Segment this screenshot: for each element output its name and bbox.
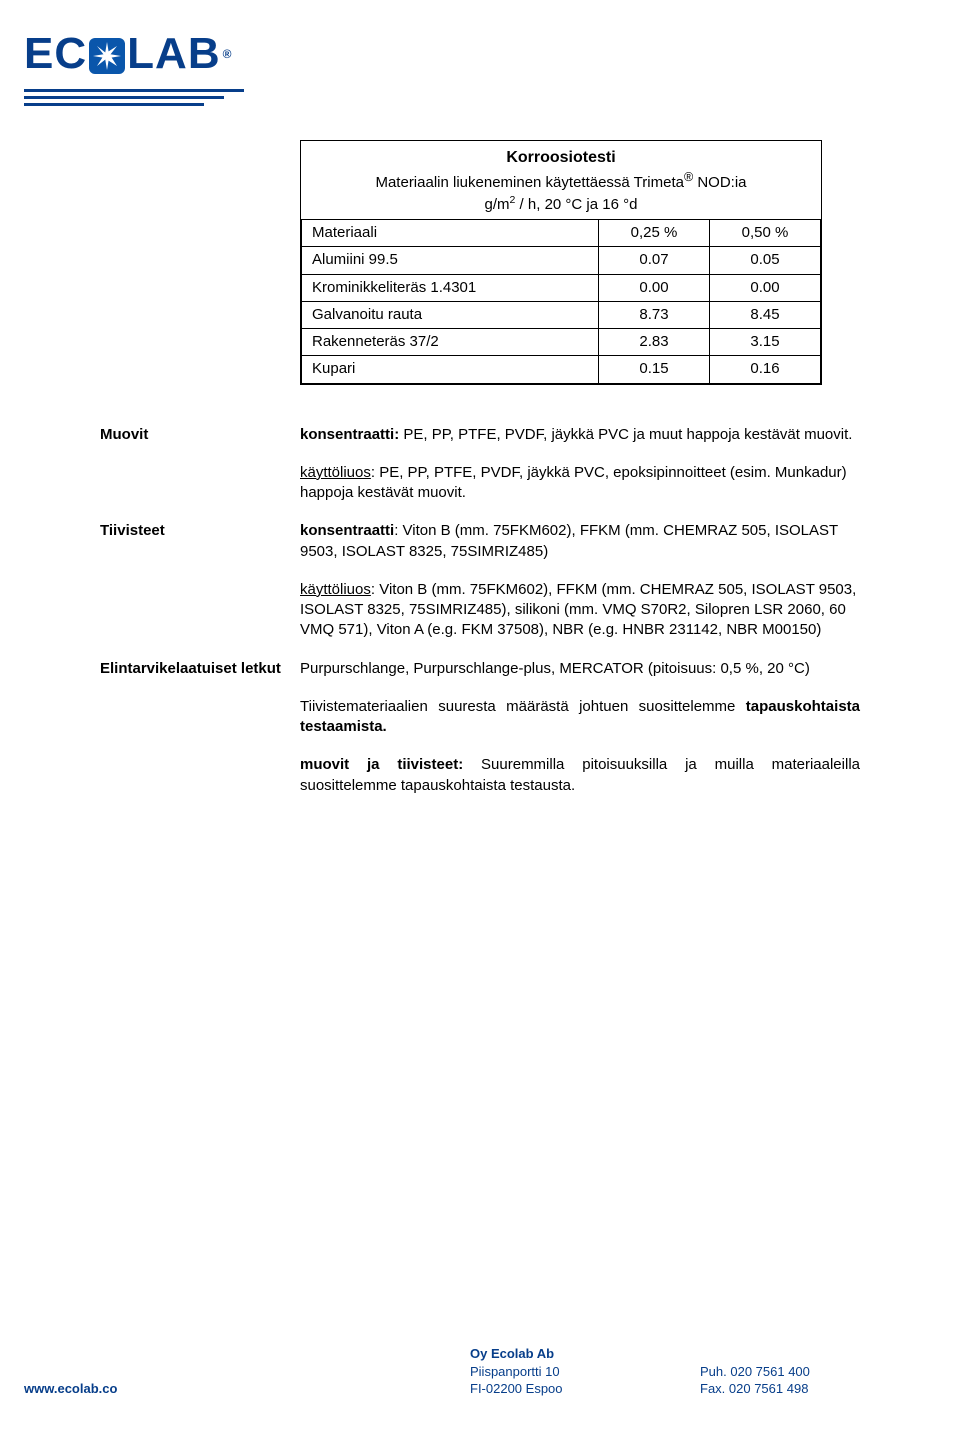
footer-street: Piispanportti 10: [470, 1363, 563, 1381]
cell-025: 8.73: [599, 301, 710, 328]
content: Korroosiotesti Materiaalin liukeneminen …: [100, 140, 860, 796]
table-header-row: Materiaali 0,25 % 0,50 %: [302, 220, 821, 247]
corrosion-table: Materiaali 0,25 % 0,50 % Alumiini 99.50.…: [301, 219, 821, 384]
logo-bar: [24, 96, 224, 99]
footer-fax: Fax. 020 7561 498: [700, 1380, 810, 1398]
definitions: Muovit konsentraatti: PE, PP, PTFE, PVDF…: [100, 425, 860, 796]
sub2-prefix: g/m: [485, 196, 510, 213]
logo-letter: E: [24, 24, 54, 83]
logo-text: E C L A B ®: [24, 24, 244, 83]
cell-050: 0.00: [710, 274, 821, 301]
page: E C L A B ® Korroosiotesti: [0, 0, 960, 1438]
corrosion-subtitle-1-text: Materiaalin liukeneminen käytettäessä Tr…: [375, 174, 746, 191]
cell-050: 0.16: [710, 356, 821, 383]
letkut-p2: Tiivistemateriaalien suuresta määrästä j…: [300, 697, 860, 738]
logo-bars: [24, 89, 244, 106]
table-row: Krominikkeliteräs 1.43010.000.00: [302, 274, 821, 301]
footer-company: Oy Ecolab Ab: [470, 1345, 563, 1363]
def-tiivisteet: Tiivisteet konsentraatti: Viton B (mm. 7…: [100, 521, 860, 640]
col-025: 0,25 %: [599, 220, 710, 247]
def-muovit: Muovit konsentraatti: PE, PP, PTFE, PVDF…: [100, 425, 860, 504]
registered-mark: ®: [223, 46, 233, 62]
corrosion-subtitle-2: g/m2 / h, 20 °C ja 16 °d: [301, 193, 821, 219]
muovit-p1: konsentraatti: PE, PP, PTFE, PVDF, jäykk…: [300, 425, 860, 445]
body-letkut: Purpurschlange, Purpurschlange-plus, MER…: [300, 659, 860, 796]
body-tiivisteet: konsentraatti: Viton B (mm. 75FKM602), F…: [300, 521, 860, 640]
body-muovit: konsentraatti: PE, PP, PTFE, PVDF, jäykk…: [300, 425, 860, 504]
logo-letter: C: [54, 24, 87, 83]
cell-050: 3.15: [710, 329, 821, 356]
footer-phone: Puh. 020 7561 400: [700, 1363, 810, 1381]
cell-material: Rakenneteräs 37/2: [302, 329, 599, 356]
cell-material: Galvanoitu rauta: [302, 301, 599, 328]
letkut-p3: muovit ja tiivisteet: Suuremmilla pitois…: [300, 755, 860, 796]
cell-025: 2.83: [599, 329, 710, 356]
tiivisteet-p1: konsentraatti: Viton B (mm. 75FKM602), F…: [300, 521, 860, 562]
corrosion-subtitle-1: Materiaalin liukeneminen käytettäessä Tr…: [301, 169, 821, 193]
term-muovit: Muovit: [100, 425, 300, 504]
cell-050: 8.45: [710, 301, 821, 328]
table-row: Kupari0.150.16: [302, 356, 821, 383]
tiivisteet-p2: käyttöliuos: Viton B (mm. 75FKM602), FFK…: [300, 580, 860, 641]
def-letkut: Elintarvikelaatuiset letkut Purpurschlan…: [100, 659, 860, 796]
footer-city: FI-02200 Espoo: [470, 1380, 563, 1398]
corrosion-test-box: Korroosiotesti Materiaalin liukeneminen …: [300, 140, 822, 385]
col-050: 0,50 %: [710, 220, 821, 247]
logo-bar: [24, 103, 204, 106]
corrosion-title: Korroosiotesti: [301, 141, 821, 169]
term-letkut: Elintarvikelaatuiset letkut: [100, 659, 300, 796]
cell-material: Krominikkeliteräs 1.4301: [302, 274, 599, 301]
logo-star-icon: [89, 38, 125, 74]
cell-025: 0.00: [599, 274, 710, 301]
ecolab-logo: E C L A B ®: [24, 24, 244, 110]
cell-050: 0.05: [710, 247, 821, 274]
footer-address: Oy Ecolab Ab Piispanportti 10 FI-02200 E…: [470, 1345, 563, 1398]
table-row: Rakenneteräs 37/22.833.15: [302, 329, 821, 356]
logo-letter: B: [188, 24, 221, 83]
table-row: Alumiini 99.50.070.05: [302, 247, 821, 274]
muovit-p2: käyttöliuos: PE, PP, PTFE, PVDF, jäykkä …: [300, 463, 860, 504]
letkut-p1: Purpurschlange, Purpurschlange-plus, MER…: [300, 659, 860, 679]
table-row: Galvanoitu rauta8.738.45: [302, 301, 821, 328]
cell-material: Alumiini 99.5: [302, 247, 599, 274]
footer-website: www.ecolab.co: [24, 1380, 117, 1398]
logo-letter: L: [127, 24, 155, 83]
logo-letter: A: [155, 24, 188, 83]
cell-material: Kupari: [302, 356, 599, 383]
col-material: Materiaali: [302, 220, 599, 247]
sub2-suffix: / h, 20 °C ja 16 °d: [515, 196, 637, 213]
term-tiivisteet: Tiivisteet: [100, 521, 300, 640]
logo-bar: [24, 89, 244, 92]
footer-contact: Puh. 020 7561 400 Fax. 020 7561 498: [700, 1345, 810, 1398]
cell-025: 0.15: [599, 356, 710, 383]
cell-025: 0.07: [599, 247, 710, 274]
